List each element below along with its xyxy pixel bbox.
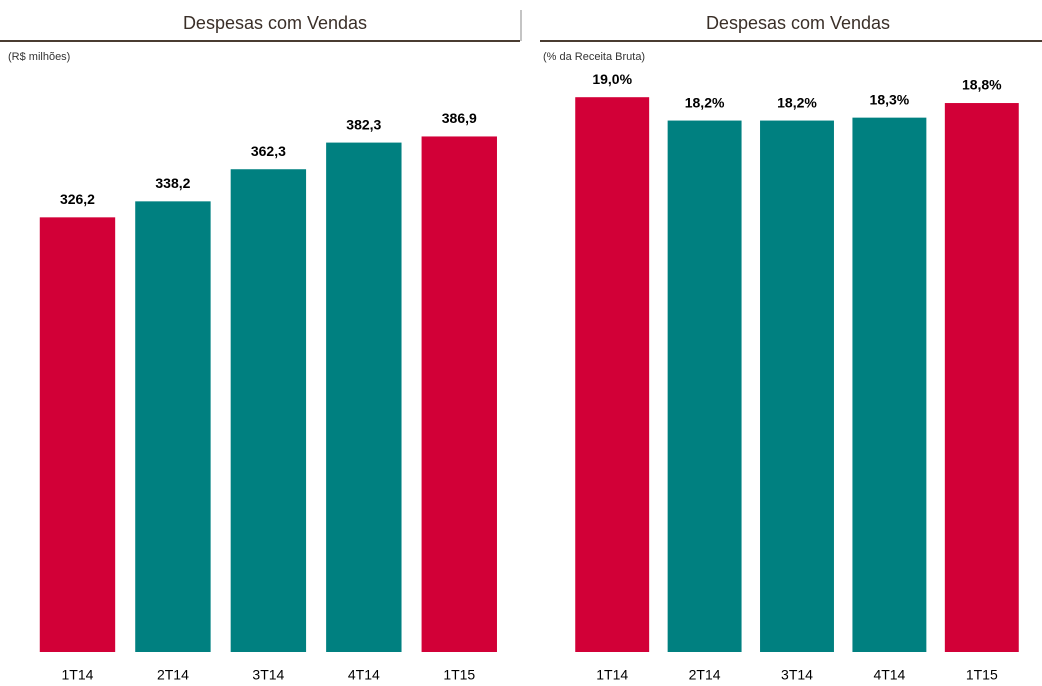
value-label: 18,8% xyxy=(962,77,1002,93)
value-label: 18,3% xyxy=(870,91,910,107)
x-tick-label: 2T14 xyxy=(157,667,189,683)
value-label: 338,2 xyxy=(155,175,190,191)
value-label: 326,2 xyxy=(60,191,95,207)
bar xyxy=(944,103,1019,653)
x-tick-label: 1T14 xyxy=(596,667,628,683)
bar xyxy=(575,97,650,652)
value-label: 18,2% xyxy=(777,94,817,110)
x-tick-label: 1T15 xyxy=(966,667,998,683)
bar xyxy=(39,217,116,652)
chart-subtitle: (R$ milhões) xyxy=(8,51,70,63)
x-tick-label: 3T14 xyxy=(781,667,813,683)
bar xyxy=(230,169,307,653)
bar xyxy=(135,201,211,652)
bar xyxy=(852,117,927,652)
value-label: 382,3 xyxy=(346,116,381,132)
x-tick-label: 1T15 xyxy=(443,667,475,683)
bar xyxy=(760,120,834,652)
x-tick-label: 4T14 xyxy=(348,667,380,683)
value-label: 19,0% xyxy=(592,71,632,87)
x-tick-label: 3T14 xyxy=(252,667,284,683)
x-tick-label: 4T14 xyxy=(873,667,905,683)
bar xyxy=(421,136,497,652)
value-label: 18,2% xyxy=(685,94,725,110)
chart-title: Despesas com Vendas xyxy=(706,13,890,33)
value-label: 362,3 xyxy=(251,143,286,159)
chart-subtitle: (% da Receita Bruta) xyxy=(543,51,645,63)
x-tick-label: 2T14 xyxy=(689,667,721,683)
x-tick-label: 1T14 xyxy=(62,667,94,683)
bar xyxy=(326,142,402,652)
bar xyxy=(667,120,742,652)
value-label: 386,9 xyxy=(442,110,477,126)
chart-title: Despesas com Vendas xyxy=(183,13,367,33)
